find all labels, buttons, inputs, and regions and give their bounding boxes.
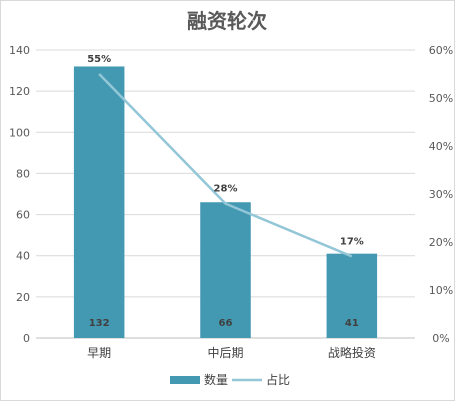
legend: 数量 占比 [170,372,290,387]
bar-series: 132 66 41 [73,66,378,338]
line-value-label: 28% [214,184,238,195]
left-tick-label: 0 [23,332,30,345]
legend-bar-label: 数量 [204,372,228,387]
category-label: 战略投资 [328,345,376,360]
legend-line-label: 占比 [266,372,290,387]
right-tick-label: 10% [429,284,453,297]
chart-title: 融资轮次 [187,9,267,33]
line-series: 55% 28% 17% [87,54,364,258]
left-tick-label: 100 [9,126,30,139]
line-value-label: 17% [340,236,364,247]
category-labels: 早期 中后期 战略投资 [87,345,376,360]
right-axis-ticks: 0% 10% 20% 30% 40% 50% 60% [429,44,453,345]
left-axis-ticks: 0 20 40 60 80 100 120 140 [9,44,30,345]
category-label: 早期 [87,346,111,360]
legend-bar-swatch [170,376,200,384]
bar-value-label: 132 [89,318,110,329]
left-tick-label: 40 [16,250,30,263]
series-line [98,73,353,258]
category-label: 中后期 [207,345,243,360]
left-tick-label: 60 [16,209,30,222]
right-tick-label: 30% [429,188,453,201]
bar [326,253,378,338]
bar [200,202,251,338]
bar-value-label: 66 [219,318,233,329]
right-tick-label: 0% [432,332,449,345]
left-tick-label: 120 [9,85,30,98]
bar [73,66,125,338]
bar-value-label: 41 [345,318,359,329]
right-tick-label: 60% [429,44,453,57]
left-tick-label: 140 [9,44,30,57]
right-tick-label: 20% [429,236,453,249]
left-tick-label: 20 [16,291,30,304]
right-tick-label: 50% [429,92,453,105]
right-tick-label: 40% [429,140,453,153]
left-tick-label: 80 [16,167,30,180]
line-value-label: 55% [87,54,111,65]
